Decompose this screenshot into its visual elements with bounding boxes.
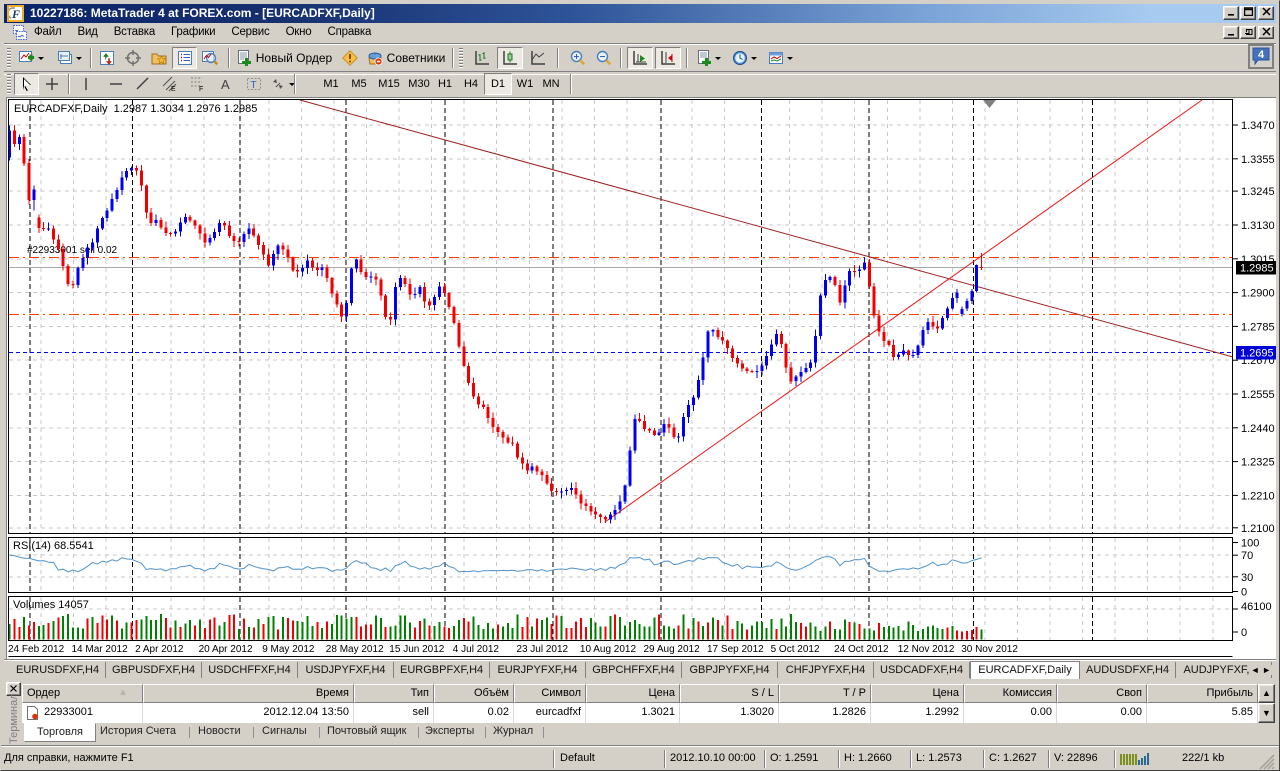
svg-text:#22933001 sell 0.02: #22933001 sell 0.02 bbox=[27, 245, 118, 256]
svg-text:5 Oct 2012: 5 Oct 2012 bbox=[771, 644, 820, 655]
svg-text:EURCADFXF,Daily 1.2987 1.3034: EURCADFXF,Daily 1.2987 1.3034 1.2976 1.2… bbox=[14, 103, 257, 115]
svg-text:29 Aug 2012: 29 Aug 2012 bbox=[644, 644, 701, 655]
svg-text:1.2900: 1.2900 bbox=[1241, 288, 1275, 300]
svg-text:4 Jul 2012: 4 Jul 2012 bbox=[453, 644, 500, 655]
svg-text:70: 70 bbox=[1241, 550, 1253, 562]
svg-text:A: A bbox=[221, 77, 230, 92]
svg-text:15 Jun 2012: 15 Jun 2012 bbox=[389, 644, 444, 655]
svg-text:1.2785: 1.2785 bbox=[1241, 321, 1275, 333]
svg-text:10 Aug 2012: 10 Aug 2012 bbox=[580, 644, 637, 655]
svg-text:24 Feb 2012: 24 Feb 2012 bbox=[8, 644, 65, 655]
svg-text:1.2695: 1.2695 bbox=[1240, 348, 1274, 360]
svg-text:30: 30 bbox=[1241, 572, 1253, 584]
svg-text:0: 0 bbox=[1241, 587, 1247, 599]
svg-text:F: F bbox=[199, 86, 203, 92]
svg-text:12 Nov 2012: 12 Nov 2012 bbox=[898, 644, 955, 655]
svg-text:1.2985: 1.2985 bbox=[1240, 263, 1274, 275]
svg-text:RSI(14) 68.5541: RSI(14) 68.5541 bbox=[13, 540, 94, 552]
svg-text:2 Apr 2012: 2 Apr 2012 bbox=[135, 644, 184, 655]
svg-text:24 Oct 2012: 24 Oct 2012 bbox=[834, 644, 889, 655]
svg-text:1.3355: 1.3355 bbox=[1241, 154, 1275, 166]
svg-text:0: 0 bbox=[1241, 627, 1247, 639]
svg-text:28 May 2012: 28 May 2012 bbox=[326, 644, 384, 655]
svg-text:46100: 46100 bbox=[1241, 601, 1272, 613]
svg-text:1.2100: 1.2100 bbox=[1241, 523, 1275, 535]
svg-text:100: 100 bbox=[1241, 538, 1259, 550]
svg-text:20 Apr 2012: 20 Apr 2012 bbox=[199, 644, 253, 655]
svg-text:30 Nov 2012: 30 Nov 2012 bbox=[961, 644, 1018, 655]
svg-text:1.3470: 1.3470 bbox=[1241, 120, 1275, 132]
svg-text:Volumes 14057: Volumes 14057 bbox=[13, 599, 89, 611]
svg-text:E: E bbox=[171, 86, 176, 92]
svg-text:1.2440: 1.2440 bbox=[1241, 423, 1275, 435]
svg-text:1.3245: 1.3245 bbox=[1241, 186, 1275, 198]
svg-text:1.2325: 1.2325 bbox=[1241, 457, 1275, 469]
svg-text:1.2555: 1.2555 bbox=[1241, 389, 1275, 401]
svg-text:4: 4 bbox=[1258, 49, 1265, 61]
svg-text:1.3130: 1.3130 bbox=[1241, 220, 1275, 232]
svg-text:23 Jul 2012: 23 Jul 2012 bbox=[516, 644, 568, 655]
svg-text:F: F bbox=[11, 7, 20, 20]
svg-text:17 Sep 2012: 17 Sep 2012 bbox=[707, 644, 764, 655]
svg-text:9 May 2012: 9 May 2012 bbox=[262, 644, 315, 655]
svg-text:1.2210: 1.2210 bbox=[1241, 490, 1275, 502]
svg-text:T: T bbox=[251, 80, 257, 91]
svg-text:14 Mar 2012: 14 Mar 2012 bbox=[72, 644, 129, 655]
